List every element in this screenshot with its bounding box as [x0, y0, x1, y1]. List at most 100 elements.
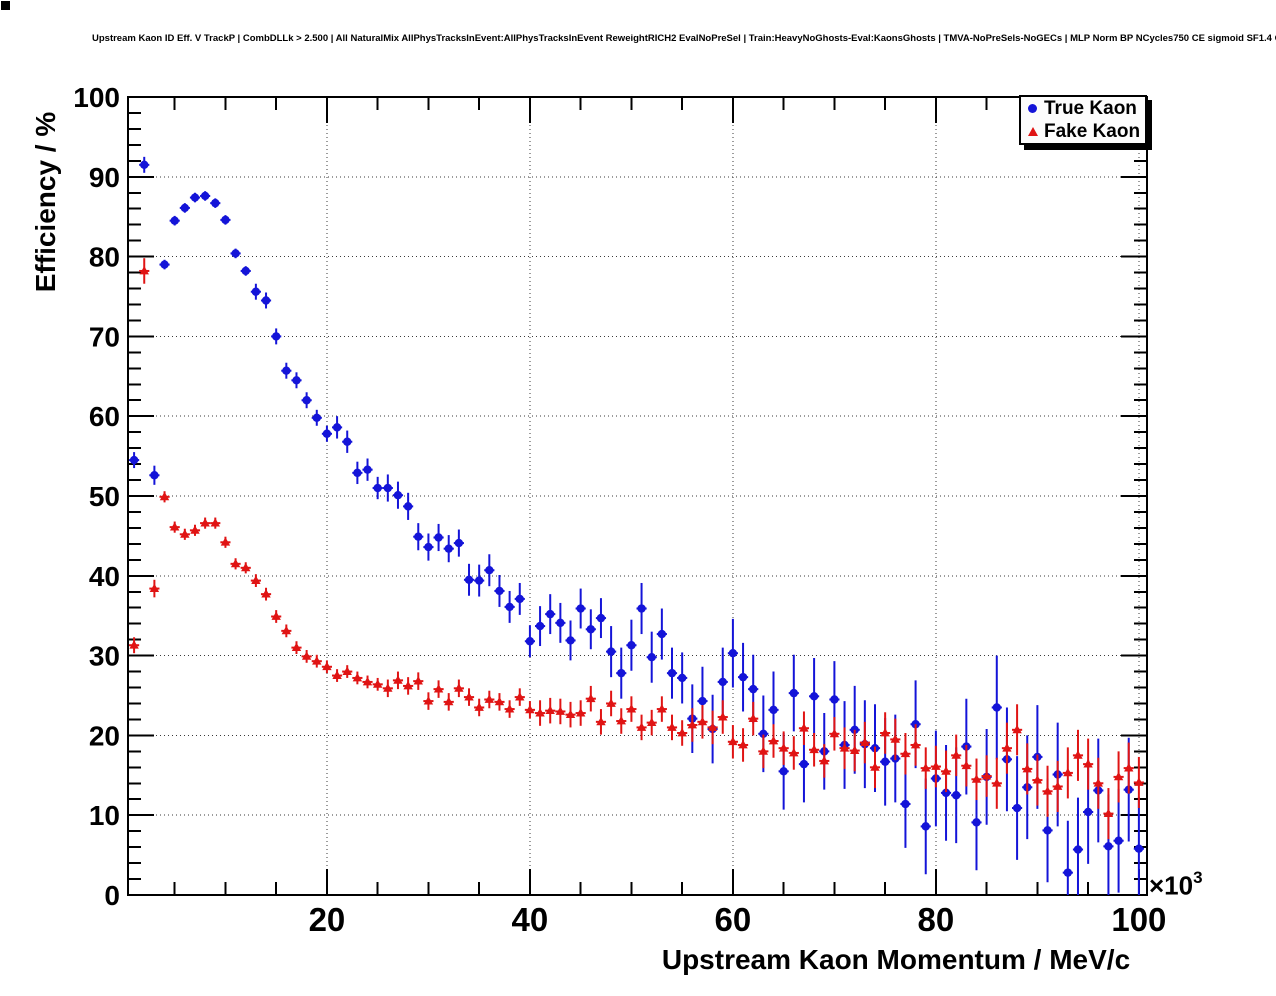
- data-point-true-kaon: [322, 429, 332, 438]
- data-point-fake-kaon: [352, 672, 363, 682]
- data-point-fake-kaon: [423, 696, 434, 705]
- data-point-fake-kaon: [1002, 743, 1012, 752]
- y-axis-title: Efficiency / %: [30, 111, 61, 293]
- data-point-true-kaon: [992, 703, 1001, 712]
- data-point-fake-kaon: [149, 583, 160, 592]
- data-point-fake-kaon: [636, 722, 647, 731]
- data-point-true-kaon: [535, 621, 545, 631]
- data-point-fake-kaon: [464, 692, 474, 701]
- data-point-true-kaon: [789, 688, 799, 698]
- legend-box[interactable]: True Kaon Fake Kaon: [1019, 95, 1147, 145]
- true-kaon-marker-icon: [1027, 104, 1038, 114]
- data-point-fake-kaon: [748, 713, 758, 723]
- data-point-true-kaon: [586, 625, 596, 634]
- data-point-fake-kaon: [697, 716, 708, 726]
- data-point-fake-kaon: [941, 766, 951, 775]
- data-point-true-kaon: [282, 366, 291, 375]
- data-point-true-kaon: [921, 822, 930, 831]
- data-point-fake-kaon: [880, 728, 890, 737]
- y-tick-label: 80: [89, 242, 120, 273]
- data-point-true-kaon: [627, 641, 636, 650]
- data-point-fake-kaon: [129, 640, 139, 649]
- data-point-fake-kaon: [433, 684, 444, 693]
- data-point-fake-kaon: [403, 680, 413, 690]
- data-point-fake-kaon: [1063, 767, 1073, 777]
- data-point-fake-kaon: [1124, 763, 1134, 772]
- legend-label: Fake Kaon: [1044, 120, 1141, 142]
- data-point-true-kaon: [373, 483, 382, 493]
- y-tick-label: 30: [89, 641, 120, 672]
- data-point-fake-kaon: [190, 525, 200, 534]
- data-point-true-kaon: [617, 668, 626, 678]
- data-point-fake-kaon: [1083, 759, 1093, 768]
- grid-layer: [128, 97, 1147, 895]
- data-point-fake-kaon: [900, 748, 911, 758]
- data-point-fake-kaon: [718, 712, 728, 721]
- data-point-fake-kaon: [322, 661, 332, 671]
- data-point-fake-kaon: [1022, 763, 1032, 773]
- data-point-true-kaon: [546, 609, 555, 619]
- data-point-true-kaon: [403, 502, 413, 511]
- y-tick-label: 40: [89, 561, 120, 592]
- data-point-true-kaon: [353, 468, 362, 478]
- data-point-true-kaon: [200, 191, 210, 201]
- y-tick-label: 10: [89, 800, 120, 831]
- data-point-fake-kaon: [494, 696, 505, 706]
- data-point-fake-kaon: [981, 771, 992, 780]
- data-point-true-kaon: [525, 637, 535, 646]
- data-point-true-kaon: [566, 636, 575, 645]
- data-point-true-kaon: [343, 437, 352, 446]
- legend-entry-true-kaon: True Kaon: [1027, 98, 1145, 119]
- data-point-true-kaon: [190, 193, 200, 202]
- fake-kaon-marker-icon: [1027, 126, 1038, 136]
- data-point-fake-kaon: [1103, 808, 1114, 818]
- data-point-true-kaon: [251, 287, 261, 296]
- data-point-true-kaon: [241, 266, 250, 276]
- data-point-fake-kaon: [1093, 778, 1103, 787]
- data-point-true-kaon: [606, 647, 616, 656]
- data-point-fake-kaon: [159, 491, 170, 501]
- y-tick-label: 50: [89, 481, 120, 512]
- data-point-fake-kaon: [606, 698, 616, 707]
- data-point-true-kaon: [1012, 803, 1022, 813]
- data-point-fake-kaon: [454, 683, 464, 692]
- data-point-fake-kaon: [413, 676, 423, 685]
- data-point-true-kaon: [1134, 844, 1144, 853]
- data-point-true-kaon: [657, 629, 667, 639]
- data-point-fake-kaon: [230, 558, 241, 568]
- data-point-fake-kaon: [616, 716, 626, 725]
- data-point-fake-kaon: [362, 676, 373, 686]
- data-point-true-kaon: [332, 423, 342, 432]
- data-point-true-kaon: [292, 376, 301, 385]
- x-axis-title: Upstream Kaon Momentum / MeV/c: [661, 944, 1131, 975]
- data-point-fake-kaon: [555, 706, 566, 715]
- data-point-true-kaon: [647, 652, 656, 662]
- data-point-fake-kaon: [890, 734, 900, 743]
- data-point-true-kaon: [830, 695, 839, 704]
- x-tick-label: 40: [512, 901, 549, 938]
- data-point-fake-kaon: [1042, 786, 1053, 795]
- data-point-fake-kaon: [768, 735, 779, 745]
- data-point-fake-kaon: [210, 518, 220, 527]
- data-point-true-kaon: [667, 668, 677, 678]
- data-point-true-kaon: [485, 566, 494, 575]
- data-point-fake-kaon: [667, 722, 677, 731]
- x-axis-multiplier: ×103: [1149, 868, 1203, 902]
- data-point-true-kaon: [434, 533, 443, 542]
- data-point-true-kaon: [556, 618, 565, 628]
- data-point-true-kaon: [129, 455, 139, 465]
- data-point-fake-kaon: [971, 774, 982, 783]
- data-point-true-kaon: [941, 788, 951, 798]
- data-point-true-kaon: [261, 296, 271, 305]
- data-point-fake-kaon: [372, 679, 383, 688]
- data-point-true-kaon: [972, 818, 981, 827]
- data-point-fake-kaon: [1134, 777, 1144, 786]
- data-point-fake-kaon: [657, 704, 667, 713]
- data-point-true-kaon: [221, 215, 230, 225]
- data-point-fake-kaon: [332, 670, 342, 679]
- data-point-fake-kaon: [992, 778, 1002, 787]
- data-point-fake-kaon: [383, 683, 393, 692]
- data-point-true-kaon: [150, 471, 159, 480]
